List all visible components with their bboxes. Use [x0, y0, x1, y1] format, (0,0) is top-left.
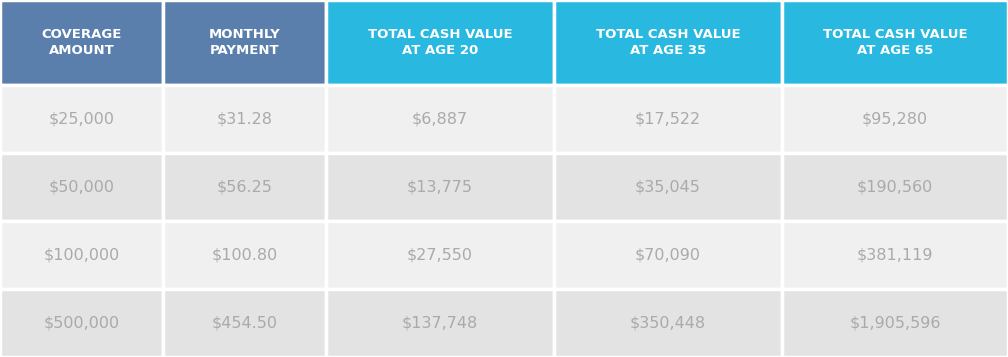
- Bar: [163, 0, 326, 85]
- Bar: [163, 85, 326, 153]
- Text: $500,000: $500,000: [43, 316, 120, 331]
- Bar: [782, 221, 1008, 289]
- Text: $13,775: $13,775: [407, 180, 473, 195]
- Text: $25,000: $25,000: [48, 111, 115, 126]
- Bar: [0, 221, 163, 289]
- Bar: [554, 221, 782, 289]
- Bar: [782, 289, 1008, 357]
- Text: $17,522: $17,522: [635, 111, 701, 126]
- Text: $56.25: $56.25: [217, 180, 272, 195]
- Text: $95,280: $95,280: [862, 111, 928, 126]
- Text: $50,000: $50,000: [48, 180, 115, 195]
- Bar: [0, 0, 163, 85]
- Text: MONTHLY
PAYMENT: MONTHLY PAYMENT: [209, 29, 280, 56]
- Text: $35,045: $35,045: [635, 180, 701, 195]
- Bar: [782, 0, 1008, 85]
- Bar: [326, 153, 554, 221]
- Bar: [0, 153, 163, 221]
- Text: $190,560: $190,560: [857, 180, 933, 195]
- Text: $70,090: $70,090: [635, 247, 701, 262]
- Text: TOTAL CASH VALUE
AT AGE 20: TOTAL CASH VALUE AT AGE 20: [368, 29, 512, 56]
- Text: $454.50: $454.50: [212, 316, 277, 331]
- Text: $27,550: $27,550: [407, 247, 473, 262]
- Bar: [554, 85, 782, 153]
- Bar: [163, 289, 326, 357]
- Text: $381,119: $381,119: [857, 247, 933, 262]
- Bar: [163, 221, 326, 289]
- Text: $137,748: $137,748: [402, 316, 478, 331]
- Bar: [326, 0, 554, 85]
- Text: $1,905,596: $1,905,596: [850, 316, 940, 331]
- Bar: [554, 153, 782, 221]
- Text: $100,000: $100,000: [43, 247, 120, 262]
- Bar: [326, 221, 554, 289]
- Bar: [0, 289, 163, 357]
- Bar: [163, 153, 326, 221]
- Bar: [782, 85, 1008, 153]
- Text: $31.28: $31.28: [217, 111, 272, 126]
- Bar: [554, 0, 782, 85]
- Bar: [326, 85, 554, 153]
- Bar: [0, 85, 163, 153]
- Text: $350,448: $350,448: [630, 316, 706, 331]
- Bar: [554, 289, 782, 357]
- Text: COVERAGE
AMOUNT: COVERAGE AMOUNT: [41, 29, 122, 56]
- Text: $100.80: $100.80: [212, 247, 277, 262]
- Text: TOTAL CASH VALUE
AT AGE 65: TOTAL CASH VALUE AT AGE 65: [823, 29, 968, 56]
- Bar: [326, 289, 554, 357]
- Text: TOTAL CASH VALUE
AT AGE 35: TOTAL CASH VALUE AT AGE 35: [596, 29, 740, 56]
- Bar: [782, 153, 1008, 221]
- Text: $6,887: $6,887: [412, 111, 468, 126]
